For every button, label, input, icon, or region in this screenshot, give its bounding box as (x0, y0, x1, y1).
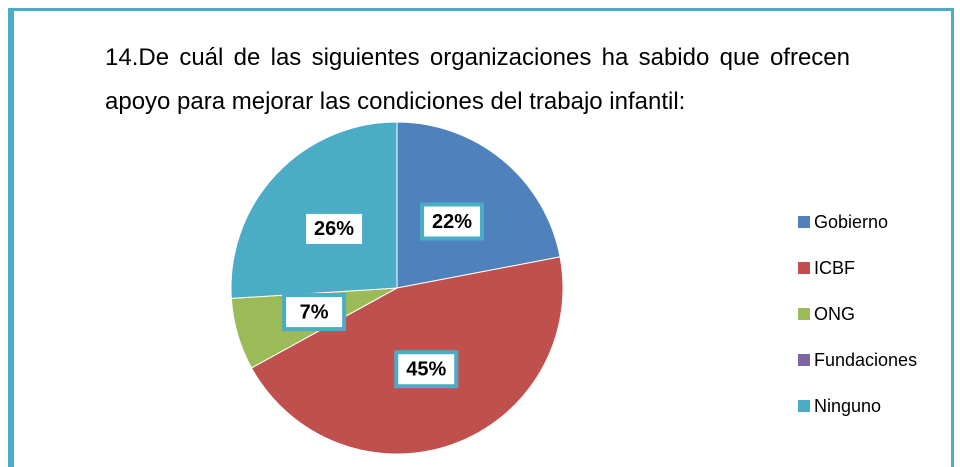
data-label: 7% (300, 301, 329, 323)
data-label: 45% (406, 358, 446, 380)
data-label-box (302, 209, 367, 248)
legend-label: Ninguno (814, 396, 881, 416)
legend-box (790, 198, 948, 426)
legend-label: Fundaciones (814, 350, 917, 370)
data-label: 26% (314, 218, 354, 240)
frame-left (8, 8, 14, 467)
legend-swatch (798, 354, 810, 366)
frame-top (8, 8, 954, 11)
data-label-box (420, 202, 485, 241)
data-label: 22% (432, 211, 472, 233)
data-label-box (394, 350, 459, 389)
legend-label: ONG (814, 304, 855, 324)
legend-swatch (798, 262, 810, 274)
legend-label: ICBF (814, 258, 855, 278)
legend-swatch (798, 400, 810, 412)
data-label-box (282, 293, 347, 332)
chart-title: 14.De cuál de las siguientes organizacio… (105, 44, 850, 115)
legend-swatch (798, 216, 810, 228)
legend-swatch (798, 308, 810, 320)
frame-right (951, 8, 954, 467)
legend-label: Gobierno (814, 212, 888, 232)
